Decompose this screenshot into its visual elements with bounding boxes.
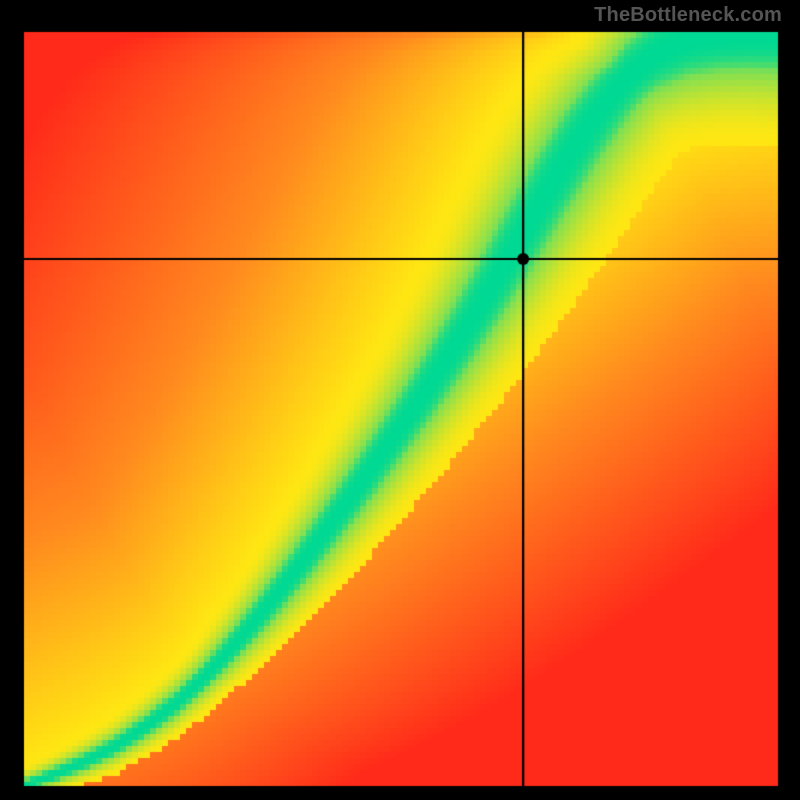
bottleneck-heatmap-canvas (0, 0, 800, 800)
chart-container: TheBottleneck.com (0, 0, 800, 800)
watermark-text: TheBottleneck.com (594, 4, 782, 27)
